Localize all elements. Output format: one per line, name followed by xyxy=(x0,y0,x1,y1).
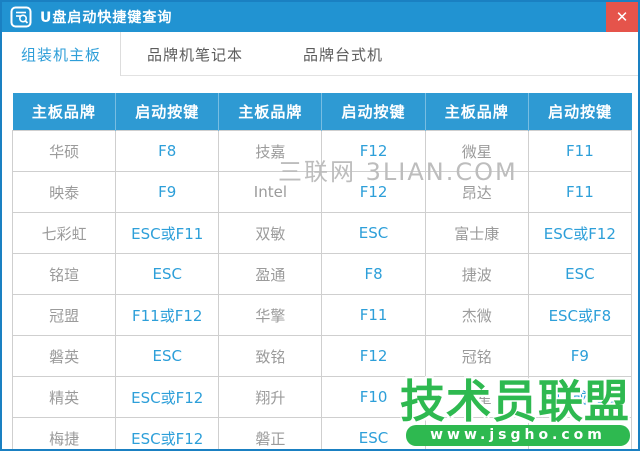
key-cell: ESC或F8 xyxy=(527,294,633,336)
brand-cell: 冠铭 xyxy=(424,335,529,377)
close-icon[interactable]: ✕ xyxy=(606,2,638,32)
brand-cell: 精英 xyxy=(11,376,117,418)
table-row: 华硕 F8 技嘉 F12 微星 F11 xyxy=(11,130,633,172)
brand-cell: 冠盟 xyxy=(11,294,117,336)
brand-cell: 杰微 xyxy=(424,294,529,336)
table-row: 冠盟 F11或F12 华擎 F11 杰微 ESC或F8 xyxy=(11,294,633,336)
column-header: 主板品牌 xyxy=(425,93,529,131)
key-cell: ESC或F12 xyxy=(115,417,220,449)
table-row: 七彩虹 ESC或F11 双敏 ESC 富士康 ESC或F12 xyxy=(11,212,633,254)
brand-cell: 铭瑄 xyxy=(11,253,117,295)
key-cell: ESC xyxy=(115,253,220,295)
key-cell: F8 xyxy=(321,253,426,295)
brand-cell: Intel xyxy=(218,171,323,213)
brand-cell: 斯巴达克 xyxy=(424,417,529,449)
key-cell: F8 xyxy=(115,130,220,172)
key-cell: F9 xyxy=(527,335,633,377)
key-cell: ESC xyxy=(321,417,426,449)
brand-cell: 华硕 xyxy=(11,130,117,172)
tab-bar: 组装机主板 品牌机笔记本 品牌台式机 xyxy=(2,32,638,76)
key-cell: F12 xyxy=(321,130,426,172)
key-cell: F12 xyxy=(321,335,426,377)
tab-1[interactable]: 组装机主板 xyxy=(2,32,121,76)
key-cell: F11 xyxy=(321,294,426,336)
key-cell: F9 xyxy=(115,171,220,213)
window-title: U盘启动快捷键查询 xyxy=(40,10,173,26)
key-cell: ESC或F12 xyxy=(527,212,633,254)
brand-cell: 梅捷 xyxy=(11,417,117,449)
column-header: 主板品牌 xyxy=(12,93,117,131)
table-body: 华硕 F8 技嘉 F12 微星 F11 映泰 F9 Intel F12 昂达 F11 七彩虹 ESC或F1… xyxy=(11,130,633,449)
title-bar: U盘启动快捷键查询 ✕ xyxy=(2,2,638,32)
key-cell: F11或F12 xyxy=(115,294,220,336)
key-cell: F11 xyxy=(527,171,633,213)
brand-cell: 磐正 xyxy=(218,417,323,449)
brand-cell: 顶星 xyxy=(424,376,529,418)
brand-cell: 致铭 xyxy=(218,335,323,377)
table-row: 磐英 ESC 致铭 F12 冠铭 F9 xyxy=(11,335,633,377)
brand-cell: 昂达 xyxy=(424,171,529,213)
key-cell: ESC xyxy=(321,212,426,254)
key-cell: ESC xyxy=(527,417,633,449)
tab-2[interactable]: 品牌机笔记本 xyxy=(146,45,243,64)
column-header: 启动按键 xyxy=(528,93,632,131)
table-header-row: 主板品牌 启动按键 主板品牌 启动按键 主板品牌 启动按键 xyxy=(12,93,632,131)
table-row: 铭瑄 ESC 盈通 F8 捷波 ESC xyxy=(11,253,633,295)
brand-cell: 华擎 xyxy=(218,294,323,336)
key-cell: F12 xyxy=(321,171,426,213)
key-cell: F10 xyxy=(321,376,426,418)
key-cell: F11或F12 xyxy=(527,376,633,418)
column-header: 主板品牌 xyxy=(218,93,323,131)
usb-boot-query-icon xyxy=(10,6,32,28)
tab-3[interactable]: 品牌台式机 xyxy=(302,45,383,64)
brand-cell: 捷波 xyxy=(424,253,529,295)
hotkey-table: 主板品牌 启动按键 主板品牌 启动按键 主板品牌 启动按键 华硕 F8 技嘉 F12 微星 F11 映… xyxy=(11,93,633,449)
brand-cell: 七彩虹 xyxy=(11,212,117,254)
brand-cell: 翔升 xyxy=(218,376,323,418)
brand-cell: 双敏 xyxy=(218,212,323,254)
key-cell: ESC或F12 xyxy=(115,376,220,418)
brand-cell: 技嘉 xyxy=(218,130,323,172)
hotkey-table-wrap: 主板品牌 启动按键 主板品牌 启动按键 主板品牌 启动按键 华硕 F8 技嘉 F12 微星 F11 映… xyxy=(11,93,633,449)
brand-cell: 富士康 xyxy=(424,212,529,254)
column-header: 启动按键 xyxy=(321,93,426,131)
table-row: 精英 ESC或F12 翔升 F10 顶星 F11或F12 xyxy=(11,376,633,418)
table-row: 梅捷 ESC或F12 磐正 ESC 斯巴达克 ESC xyxy=(11,417,633,449)
brand-cell: 盈通 xyxy=(218,253,323,295)
table-row: 映泰 F9 Intel F12 昂达 F11 xyxy=(11,171,633,213)
key-cell: F11 xyxy=(527,130,633,172)
key-cell: ESC或F11 xyxy=(115,212,220,254)
brand-cell: 映泰 xyxy=(11,171,117,213)
column-header: 启动按键 xyxy=(115,93,220,131)
brand-cell: 微星 xyxy=(424,130,529,172)
brand-cell: 磐英 xyxy=(11,335,117,377)
key-cell: ESC xyxy=(115,335,220,377)
key-cell: ESC xyxy=(527,253,633,295)
